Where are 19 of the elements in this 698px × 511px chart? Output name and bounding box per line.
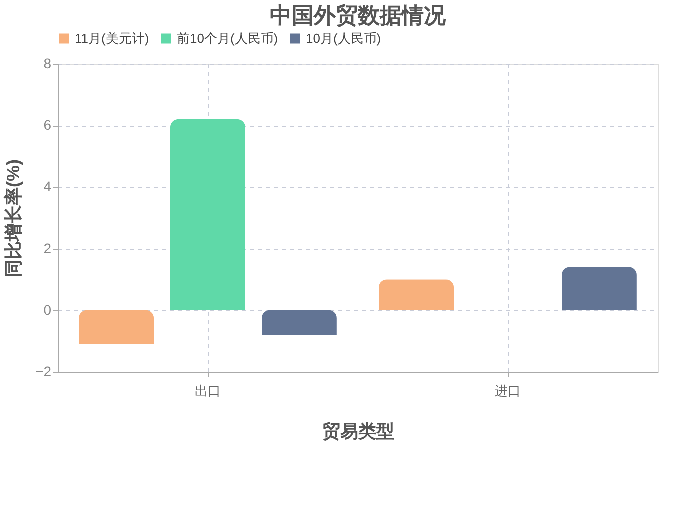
bar <box>262 310 337 336</box>
bar <box>562 267 637 310</box>
chart-title: 中国外贸数据情况 <box>270 3 447 28</box>
y-tick-label: 4 <box>44 178 52 195</box>
y-tick-label: 6 <box>44 117 52 134</box>
legend-label: 前10个月(人民币) <box>177 30 278 46</box>
legend-label: 11月(美元计) <box>75 30 150 46</box>
bar <box>79 310 154 344</box>
legend-label: 10月(人民币) <box>306 30 382 46</box>
y-axis-title: 同比增长率(%) <box>4 160 24 278</box>
x-tick-label: 进口 <box>495 384 521 398</box>
y-tick-label: 8 <box>44 56 52 72</box>
bar <box>379 280 454 310</box>
bar <box>170 119 246 310</box>
y-tick-label: 0 <box>44 302 52 318</box>
y-tick-label: 2 <box>44 240 52 256</box>
y-tick-label: −2 <box>36 364 52 380</box>
x-axis-title: 贸易类型 <box>322 422 394 442</box>
x-tick-label: 出口 <box>195 384 221 398</box>
